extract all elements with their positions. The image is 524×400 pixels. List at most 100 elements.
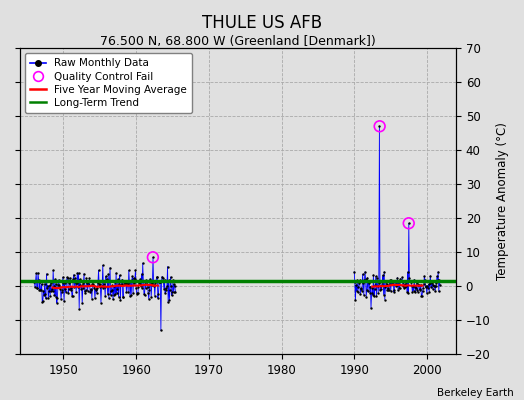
Point bbox=[387, 288, 395, 294]
Point bbox=[161, 290, 169, 296]
Point bbox=[124, 280, 132, 287]
Point bbox=[432, 280, 441, 286]
Point bbox=[154, 295, 162, 301]
Point bbox=[168, 292, 176, 298]
Point bbox=[70, 284, 79, 290]
Point bbox=[353, 288, 361, 294]
Point bbox=[100, 280, 108, 287]
Point bbox=[374, 290, 383, 296]
Point bbox=[409, 288, 418, 294]
Point bbox=[118, 294, 127, 300]
Point bbox=[86, 289, 94, 295]
Point bbox=[400, 281, 409, 287]
Point bbox=[94, 267, 103, 273]
Point bbox=[140, 292, 149, 298]
Point bbox=[421, 284, 430, 290]
Point bbox=[413, 287, 421, 293]
Point bbox=[45, 288, 53, 294]
Point bbox=[113, 290, 121, 296]
Point bbox=[130, 280, 138, 286]
Point bbox=[115, 281, 123, 288]
Point bbox=[420, 281, 428, 287]
Point bbox=[68, 292, 76, 299]
Point bbox=[385, 287, 393, 294]
Point bbox=[106, 264, 114, 271]
Point bbox=[390, 289, 398, 295]
Legend: Raw Monthly Data, Quality Control Fail, Five Year Moving Average, Long-Term Tren: Raw Monthly Data, Quality Control Fail, … bbox=[25, 53, 192, 113]
Point bbox=[171, 283, 179, 289]
Point bbox=[364, 288, 372, 294]
Point bbox=[375, 123, 384, 130]
Point bbox=[420, 273, 429, 279]
Point bbox=[46, 282, 54, 288]
Point bbox=[48, 286, 56, 292]
Point bbox=[60, 280, 69, 287]
Point bbox=[42, 270, 51, 277]
Point bbox=[368, 292, 377, 298]
Point bbox=[408, 289, 417, 296]
Point bbox=[115, 272, 124, 278]
Point bbox=[395, 284, 403, 291]
Point bbox=[58, 289, 66, 296]
Point bbox=[79, 285, 87, 291]
Point bbox=[106, 292, 115, 298]
Point bbox=[416, 286, 424, 293]
Point bbox=[397, 277, 405, 284]
Point bbox=[384, 286, 392, 293]
Y-axis label: Temperature Anomaly (°C): Temperature Anomaly (°C) bbox=[496, 122, 509, 280]
Point bbox=[48, 288, 57, 294]
Point bbox=[409, 282, 417, 289]
Point bbox=[118, 276, 126, 283]
Point bbox=[354, 288, 362, 295]
Point bbox=[435, 277, 444, 284]
Point bbox=[139, 278, 148, 284]
Point bbox=[54, 281, 62, 288]
Point bbox=[406, 278, 414, 284]
Point bbox=[40, 292, 48, 298]
Point bbox=[57, 296, 65, 302]
Point bbox=[30, 279, 39, 285]
Point bbox=[81, 288, 89, 294]
Point bbox=[135, 280, 143, 286]
Point bbox=[155, 279, 163, 285]
Point bbox=[351, 279, 359, 285]
Point bbox=[408, 283, 416, 290]
Point bbox=[365, 278, 374, 284]
Point bbox=[362, 293, 370, 300]
Point bbox=[117, 282, 125, 288]
Point bbox=[136, 281, 144, 287]
Point bbox=[122, 289, 130, 295]
Point bbox=[354, 284, 363, 290]
Point bbox=[432, 283, 440, 289]
Point bbox=[84, 279, 92, 285]
Point bbox=[363, 274, 372, 281]
Point bbox=[99, 262, 107, 268]
Point bbox=[60, 298, 68, 304]
Point bbox=[401, 282, 410, 289]
Point bbox=[64, 290, 72, 296]
Point bbox=[411, 284, 419, 290]
Point bbox=[433, 276, 442, 283]
Point bbox=[85, 282, 93, 288]
Point bbox=[144, 290, 152, 297]
Point bbox=[434, 268, 442, 275]
Point bbox=[123, 281, 131, 288]
Point bbox=[31, 284, 39, 290]
Point bbox=[367, 290, 376, 296]
Point bbox=[397, 278, 406, 284]
Point bbox=[109, 296, 117, 303]
Point bbox=[55, 282, 63, 288]
Point bbox=[351, 297, 359, 303]
Point bbox=[396, 276, 405, 282]
Point bbox=[133, 290, 141, 297]
Point bbox=[127, 291, 135, 298]
Point bbox=[152, 278, 160, 285]
Point bbox=[56, 284, 64, 290]
Point bbox=[376, 123, 384, 130]
Point bbox=[169, 289, 178, 296]
Point bbox=[168, 289, 177, 296]
Point bbox=[125, 267, 133, 274]
Point bbox=[386, 277, 394, 284]
Point bbox=[378, 282, 386, 289]
Point bbox=[370, 293, 378, 299]
